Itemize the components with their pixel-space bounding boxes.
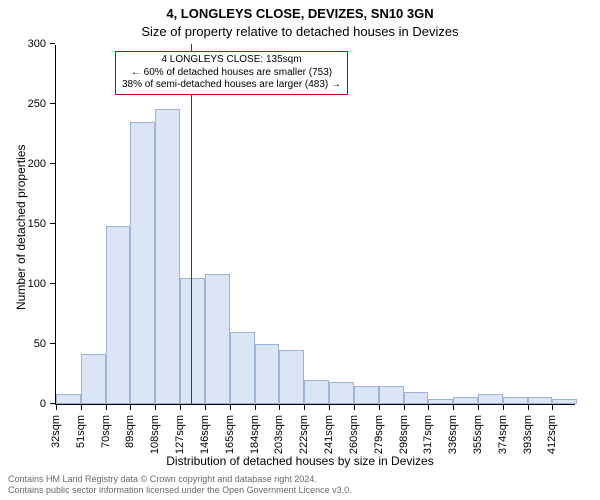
annotation-line1: 4 LONGLEYS CLOSE: 135sqm (122, 54, 341, 67)
histogram-bar (354, 386, 379, 404)
histogram-bar (528, 397, 553, 404)
x-tick-label: 184sqm (249, 405, 261, 454)
histogram-bar (56, 394, 81, 404)
histogram-bar (106, 226, 131, 404)
x-tick-label: 317sqm (422, 405, 434, 454)
x-tick-label: 393sqm (522, 405, 534, 454)
histogram-bar (130, 122, 155, 404)
x-tick-label: 298sqm (398, 405, 410, 454)
x-tick-label: 165sqm (224, 405, 236, 454)
x-tick-label: 70sqm (100, 405, 112, 448)
chart-container: 4, LONGLEYS CLOSE, DEVIZES, SN10 3GN Siz… (0, 0, 600, 500)
y-tick-label: 150 (28, 218, 56, 230)
histogram-bar (379, 386, 404, 404)
x-tick-label: 336sqm (447, 405, 459, 454)
x-tick-label: 355sqm (472, 405, 484, 454)
plot-area: 05010015020025030032sqm51sqm70sqm89sqm10… (55, 45, 575, 405)
y-tick-label: 250 (28, 98, 56, 110)
x-tick-label: 279sqm (373, 405, 385, 454)
histogram-bar (155, 109, 180, 404)
x-tick-label: 241sqm (323, 405, 335, 454)
x-tick-label: 108sqm (149, 405, 161, 454)
histogram-bar (304, 380, 329, 404)
histogram-bar (404, 392, 429, 404)
chart-subtitle: Size of property relative to detached ho… (0, 24, 600, 39)
footer-line1: Contains HM Land Registry data © Crown c… (8, 474, 352, 485)
x-tick-label: 203sqm (273, 405, 285, 454)
marker-line (191, 44, 192, 404)
y-tick-label: 100 (28, 278, 56, 290)
plot-inner: 05010015020025030032sqm51sqm70sqm89sqm10… (55, 45, 575, 405)
x-tick-label: 127sqm (174, 405, 186, 454)
histogram-bar (428, 399, 453, 404)
x-tick-label: 412sqm (546, 405, 558, 454)
footer-line2: Contains public sector information licen… (8, 485, 352, 496)
x-tick-label: 222sqm (298, 405, 310, 454)
x-tick-label: 32sqm (50, 405, 62, 448)
footer-text: Contains HM Land Registry data © Crown c… (8, 474, 352, 496)
histogram-bar (81, 354, 106, 404)
histogram-bar (279, 350, 304, 404)
histogram-bar (552, 399, 577, 404)
y-tick-label: 200 (28, 158, 56, 170)
histogram-bar (255, 344, 280, 404)
x-tick-label: 374sqm (497, 405, 509, 454)
y-tick-label: 50 (34, 338, 56, 350)
annotation-line3: 38% of semi-detached houses are larger (… (122, 79, 341, 92)
histogram-bar (329, 382, 354, 404)
chart-title: 4, LONGLEYS CLOSE, DEVIZES, SN10 3GN (0, 6, 600, 21)
x-tick-label: 51sqm (75, 405, 87, 448)
histogram-bar (503, 397, 528, 404)
x-tick-label: 260sqm (348, 405, 360, 454)
histogram-bar (230, 332, 255, 404)
annotation-box: 4 LONGLEYS CLOSE: 135sqm ← 60% of detach… (115, 51, 348, 95)
y-tick-label: 300 (28, 38, 56, 50)
annotation-line2: ← 60% of detached houses are smaller (75… (122, 67, 341, 80)
x-tick-label: 146sqm (199, 405, 211, 454)
x-axis-label: Distribution of detached houses by size … (0, 454, 600, 468)
x-tick-label: 89sqm (124, 405, 136, 448)
histogram-bar (180, 278, 205, 404)
y-axis-label: Number of detached properties (14, 145, 28, 310)
histogram-bar (453, 397, 478, 404)
histogram-bar (478, 394, 503, 404)
histogram-bar (205, 274, 230, 404)
